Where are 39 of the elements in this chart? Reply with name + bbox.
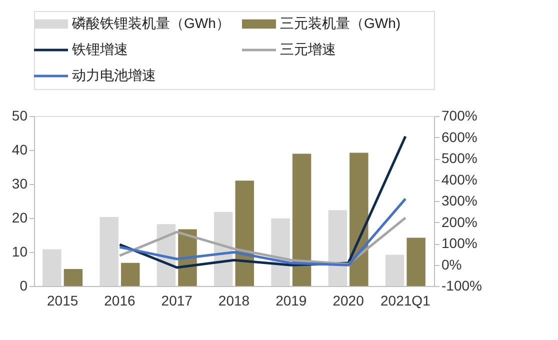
legend-label: 动力电池增速: [72, 67, 156, 83]
bar: [64, 269, 83, 286]
bar: [42, 249, 62, 286]
legend-label: 三元装机量（GWh): [280, 15, 401, 31]
legend-label: 铁锂增速: [71, 41, 128, 57]
line-series: [118, 216, 407, 266]
x-tick-label: 2017: [161, 292, 193, 308]
y2-tick-label: 600%: [442, 128, 478, 145]
x-tick-label: 2020: [332, 292, 364, 308]
bar: [385, 254, 404, 286]
x-tick-label: 2019: [276, 292, 307, 308]
bar: [406, 238, 426, 286]
legend-label: 三元增速: [280, 41, 336, 57]
y-tick-label: 30: [12, 176, 28, 192]
y-tick-label: 50: [12, 108, 28, 124]
y2-tick-label: 500%: [442, 150, 478, 166]
x-tick-label: 2016: [104, 292, 136, 308]
y-tick-label: 10: [12, 244, 28, 260]
x-tick-label: 2021Q1: [380, 292, 431, 308]
y2-tick-label: 400%: [442, 171, 478, 188]
y-tick-label: 40: [12, 142, 28, 158]
bar: [328, 210, 348, 286]
x-tick-label: 2018: [218, 292, 250, 308]
x-tick-label: 2015: [46, 292, 78, 308]
y2-tick-label: 700%: [442, 108, 478, 124]
bar: [292, 154, 312, 286]
bar: [120, 262, 140, 286]
y2-tick-label: 200%: [442, 214, 478, 230]
y2-tick-label: -100%: [442, 278, 482, 294]
bar: [100, 216, 118, 286]
y2-tick-label: 300%: [442, 192, 478, 208]
y2-tick-label: 0%: [442, 256, 462, 272]
bar: [235, 180, 254, 286]
legend-label: 磷酸铁锂装机量（GWh）: [71, 15, 230, 31]
y-tick-label: 0: [20, 278, 28, 294]
bar: [350, 152, 368, 286]
line-series: [118, 198, 407, 266]
y2-tick-label: 100%: [442, 235, 478, 251]
y-tick-label: 20: [12, 210, 28, 226]
